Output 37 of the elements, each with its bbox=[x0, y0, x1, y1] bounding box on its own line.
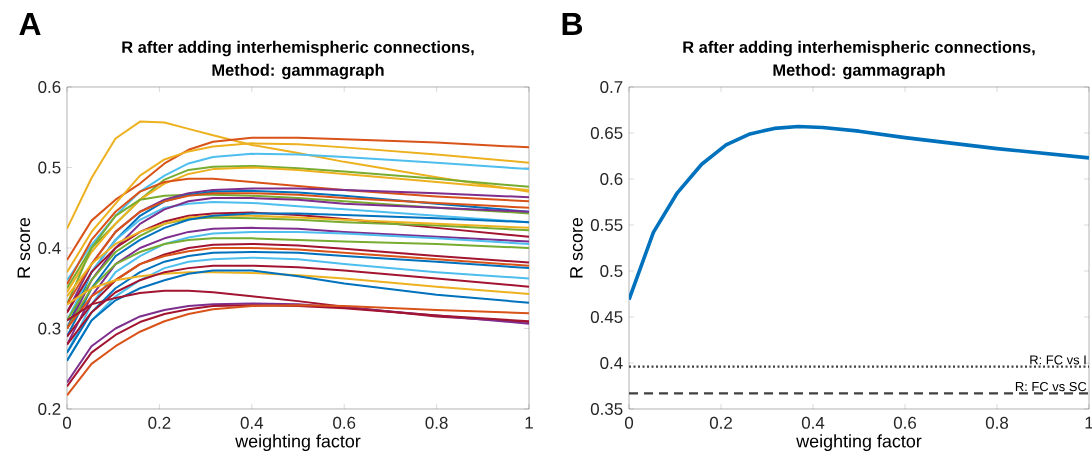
y-tick-label: 0.7 bbox=[600, 81, 623, 93]
x-axis-title: weighting factor bbox=[796, 434, 922, 452]
y-tick-label: 0.45 bbox=[590, 311, 623, 323]
x-tick-label: 0.8 bbox=[985, 416, 1009, 429]
x-tick-label: 0.4 bbox=[240, 416, 264, 429]
x-tick-label: 1 bbox=[525, 416, 533, 429]
y-tick-label: 0.4 bbox=[38, 242, 61, 254]
x-tick-label: 0.4 bbox=[801, 416, 825, 429]
y-axis-title: R score bbox=[570, 217, 583, 278]
y-tick-label: 0.35 bbox=[590, 403, 623, 415]
text: A bbox=[19, 13, 41, 35]
y-tick-label: 0.3 bbox=[38, 322, 61, 335]
chart-title: R after adding interhemispheric connections, bbox=[683, 40, 1035, 57]
x-tick-label: 0.6 bbox=[893, 416, 917, 429]
y-tick-label: 0.65 bbox=[590, 127, 623, 139]
y-tick-label: 0.6 bbox=[600, 173, 623, 185]
chart-subtitle: Method: gammagraph bbox=[212, 63, 384, 80]
x-tick-label: 1 bbox=[1085, 416, 1092, 429]
x-tick-label: 0.8 bbox=[425, 416, 448, 429]
y-tick-label: 0.5 bbox=[38, 161, 61, 174]
x-tick-label: 0.2 bbox=[148, 416, 171, 429]
y-tick-label: 0.5 bbox=[600, 265, 623, 277]
y-tick-label: 0.2 bbox=[38, 403, 61, 415]
x-axis-title: weighting factor bbox=[235, 434, 361, 452]
y-tick-label: 0.6 bbox=[38, 81, 61, 93]
x-tick-label: 0 bbox=[62, 416, 72, 429]
x-tick-label: 0 bbox=[624, 416, 634, 429]
chart-subtitle: Method: gammagraph bbox=[773, 63, 945, 80]
x-tick-label: 0.2 bbox=[709, 416, 732, 429]
ref-line-label: R: FC vs SC bbox=[1015, 381, 1087, 392]
ref-line-label: R: FC vs I bbox=[1030, 355, 1086, 365]
text: B bbox=[562, 13, 583, 35]
chart-title: R after adding interhemispheric connections, bbox=[122, 40, 474, 57]
x-tick-label: 0.6 bbox=[333, 416, 356, 429]
y-tick-label: 0.55 bbox=[590, 219, 623, 231]
y-tick-label: 0.4 bbox=[600, 357, 623, 369]
y-axis-title: R score bbox=[17, 217, 31, 278]
